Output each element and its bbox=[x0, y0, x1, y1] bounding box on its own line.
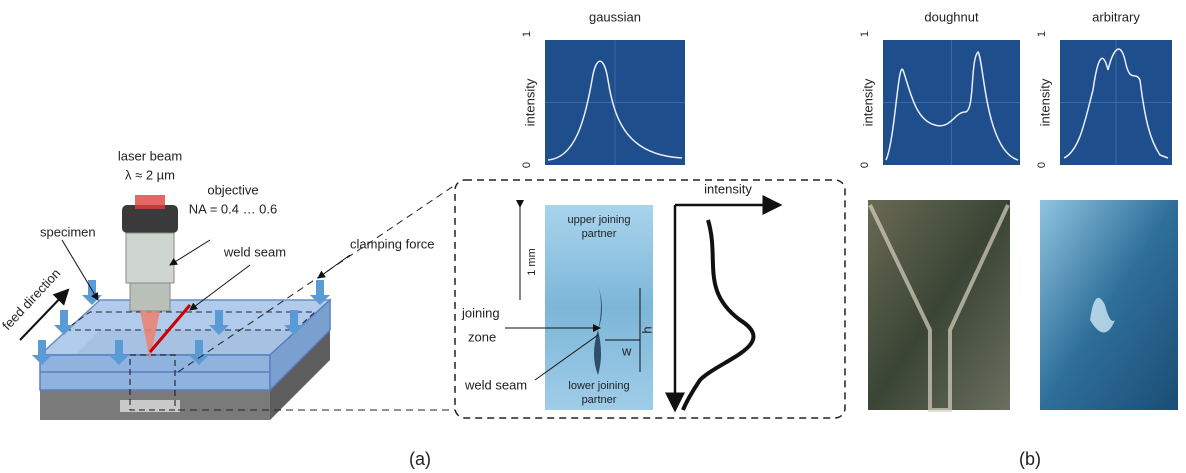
profile-y-label: intensity bbox=[1037, 78, 1052, 126]
intensity-label: intensity bbox=[704, 181, 752, 196]
profile-title: gaussian bbox=[589, 9, 641, 24]
w-label: w bbox=[621, 343, 632, 358]
upper-label: upper joining bbox=[568, 214, 631, 226]
doughnut-photo bbox=[868, 200, 1010, 410]
objective-label: objective bbox=[207, 182, 258, 197]
profiles: gaussian intensity 1 0 doughnut intensity 1 0 ar… bbox=[521, 9, 1172, 168]
intensity-curve bbox=[683, 220, 753, 410]
profile-y-max: 1 bbox=[521, 31, 533, 37]
specimen-label: specimen bbox=[40, 224, 96, 239]
specimen-drawing bbox=[20, 185, 455, 420]
profile-y-min: 0 bbox=[1036, 162, 1048, 168]
h-label: h bbox=[639, 326, 654, 333]
scale-label: 1 mm bbox=[526, 248, 538, 276]
upper-label: partner bbox=[582, 228, 617, 240]
profile-y-min: 0 bbox=[521, 162, 533, 168]
profile-title: doughnut bbox=[924, 9, 979, 24]
profile-y-max: 1 bbox=[1036, 31, 1048, 37]
seam-label: weld seam bbox=[464, 377, 527, 392]
profile-y-max: 1 bbox=[859, 31, 871, 37]
profile-y-label: intensity bbox=[860, 78, 875, 126]
zone-label: joining bbox=[461, 305, 500, 320]
feed-direction-label: feed direction bbox=[0, 266, 63, 333]
wavelength-label: λ ≈ 2 µm bbox=[125, 167, 175, 182]
profile-y-min: 0 bbox=[859, 162, 871, 168]
lower-label: lower joining bbox=[568, 380, 629, 392]
panel-label: (a) bbox=[409, 449, 431, 469]
profile-y-label: intensity bbox=[522, 78, 537, 126]
panel-label: (b) bbox=[1019, 449, 1041, 469]
arbitrary-photo bbox=[1040, 200, 1178, 410]
clamping-force-label: clamping force bbox=[350, 236, 435, 251]
lower-label: partner bbox=[582, 394, 617, 406]
zone-label: zone bbox=[468, 329, 496, 344]
weld-seam-label: weld seam bbox=[223, 244, 286, 259]
na-label: NA = 0.4 … 0.6 bbox=[189, 201, 278, 216]
profile-title: arbitrary bbox=[1092, 9, 1140, 24]
figure: laser beam λ ≈ 2 µm objective NA = 0.4 …… bbox=[0, 0, 1186, 473]
laser-beam-label: laser beam bbox=[118, 148, 182, 163]
